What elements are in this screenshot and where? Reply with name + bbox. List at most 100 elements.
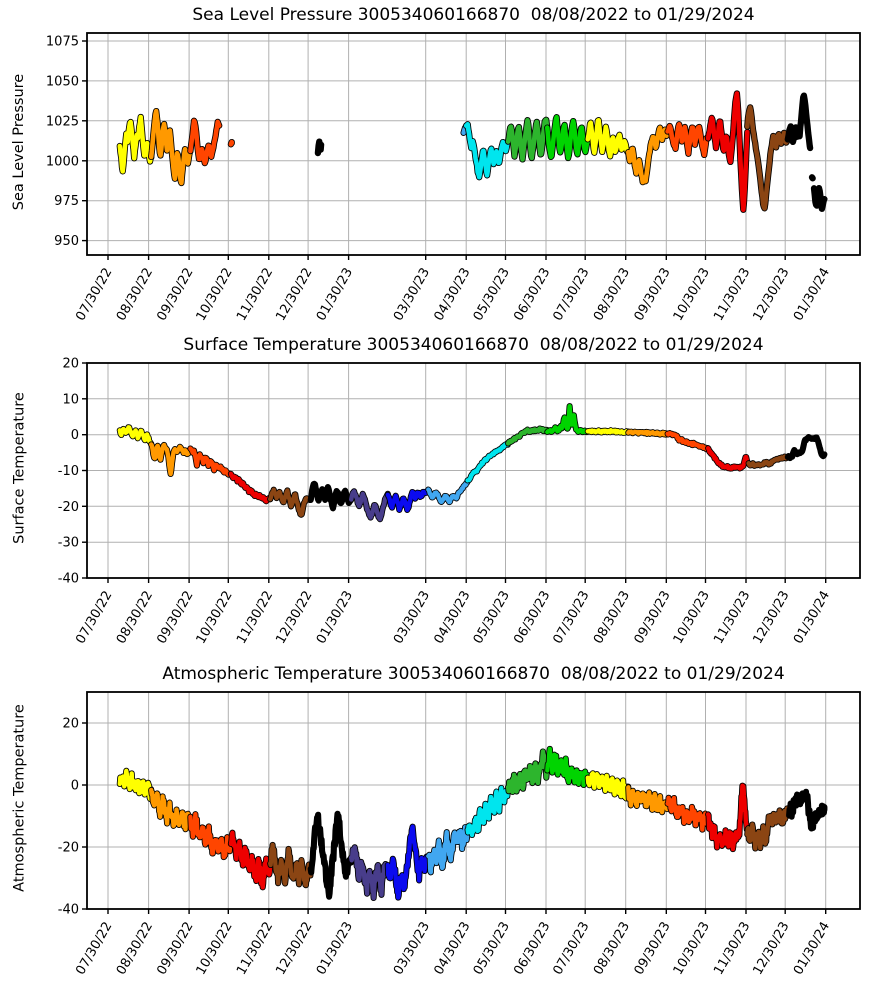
x-tick-label: 08/30/23 [591, 920, 633, 978]
segment [745, 105, 791, 211]
y-tick-label: 20 [62, 717, 79, 732]
x-tick-label: 01/30/23 [314, 920, 356, 978]
segment [626, 429, 670, 437]
x-tick-label: 09/30/22 [154, 266, 196, 324]
segment [665, 122, 711, 158]
segment [385, 488, 431, 513]
x-tick-label: 10/30/23 [671, 920, 713, 978]
x-tick-label: 01/30/24 [791, 589, 833, 647]
x-tick-label: 12/30/22 [273, 920, 315, 978]
x-tick-label: 10/30/23 [671, 589, 713, 647]
x-tick-label: 12/30/22 [273, 266, 315, 324]
x-tick-label: 01/30/24 [791, 266, 833, 324]
x-tick-label: 10/30/22 [194, 266, 236, 324]
segment [786, 789, 827, 831]
segment [785, 434, 827, 461]
segment [188, 812, 234, 860]
data-series [116, 403, 828, 523]
y-tick-label: -40 [58, 572, 79, 587]
axes-spines [86, 691, 861, 910]
x-tick-label: 05/30/23 [471, 589, 513, 647]
segment [705, 783, 750, 852]
x-tick-label: 03/30/23 [391, 920, 433, 978]
chart1-title: Sea Level Pressure 300534060166870 08/08… [192, 5, 755, 25]
segment [626, 125, 670, 185]
x-tick-label: 11/30/23 [711, 266, 753, 324]
y-tick-label: 1025 [46, 114, 79, 129]
segment [785, 124, 800, 145]
y-tick-label: 1050 [46, 74, 79, 89]
x-tick-label: 08/30/22 [114, 920, 156, 978]
segment [465, 785, 511, 838]
y-tick-label: -40 [58, 903, 79, 918]
segment [308, 811, 354, 899]
y-tick-label: 20 [62, 357, 79, 372]
x-tick-label: 03/30/23 [391, 589, 433, 647]
segment [746, 454, 790, 468]
x-tick-label: 04/30/23 [431, 920, 473, 978]
y-tick-label: 1075 [46, 35, 79, 50]
x-tick-label: 08/30/23 [591, 589, 633, 647]
segment [117, 425, 154, 446]
x-tick-label: 12/30/23 [750, 589, 792, 647]
x-tick-label: 07/30/22 [73, 920, 115, 978]
x-tick-label: 11/30/22 [234, 589, 276, 647]
segment [545, 114, 591, 161]
segment [117, 768, 154, 802]
segment [585, 428, 631, 435]
x-tick-label: 06/30/23 [511, 589, 553, 647]
segment [228, 471, 273, 504]
x-tick-label: 10/30/22 [194, 589, 236, 647]
x-tick-label: 03/30/23 [391, 266, 433, 324]
x-tick-label: 06/30/23 [511, 266, 553, 324]
segment [426, 825, 470, 875]
x-tick-label: 11/30/23 [711, 589, 753, 647]
panel-atmospheric-temperature: 07/30/2208/30/2209/30/2210/30/2211/30/22… [58, 691, 861, 978]
segment [626, 785, 670, 815]
segment [665, 430, 711, 452]
y-tick-label: 0 [71, 428, 79, 443]
x-tick-label: 08/30/23 [591, 266, 633, 324]
x-tick-label: 12/30/23 [750, 920, 792, 978]
x-tick-label: 07/30/23 [550, 589, 592, 647]
chart2-title: Surface Temperature 300534060166870 08/0… [183, 335, 764, 355]
x-tick-label: 09/30/22 [154, 589, 196, 647]
x-tick-label: 09/30/23 [632, 266, 674, 324]
x-tick-label: 01/30/23 [314, 589, 356, 647]
data-series [116, 90, 828, 213]
x-tick-label: 06/30/23 [511, 920, 553, 978]
x-tick-label: 05/30/23 [471, 920, 513, 978]
y-tick-label: -10 [58, 464, 79, 479]
x-tick-label: 09/30/23 [632, 589, 674, 647]
segment [308, 481, 354, 511]
segment [705, 91, 750, 212]
x-tick-label: 10/30/23 [671, 266, 713, 324]
segment [149, 442, 193, 477]
data-series [116, 745, 828, 902]
y-tick-label: 975 [54, 194, 79, 209]
segment [149, 787, 193, 832]
segment [117, 114, 154, 174]
y-tick-label: -30 [58, 536, 79, 551]
segment [505, 426, 550, 446]
x-tick-label: 09/30/23 [632, 920, 674, 978]
ticks [82, 40, 827, 260]
segment [811, 185, 827, 212]
x-tick-label: 11/30/23 [711, 920, 753, 978]
segment [745, 806, 790, 851]
ticks [82, 722, 827, 914]
segment [545, 746, 590, 788]
segment [463, 122, 511, 180]
y-tick-label: -20 [58, 841, 79, 856]
y-tick-label: -20 [58, 500, 79, 515]
y-tick-label: 10 [62, 392, 79, 407]
segment [188, 118, 222, 166]
segment [426, 479, 470, 505]
segment [268, 487, 313, 517]
x-tick-label: 07/30/23 [550, 920, 592, 978]
y-tick-label: 1000 [46, 154, 79, 169]
x-tick-label: 08/30/22 [114, 266, 156, 324]
x-tick-label: 09/30/22 [154, 920, 196, 978]
segment [465, 441, 511, 483]
